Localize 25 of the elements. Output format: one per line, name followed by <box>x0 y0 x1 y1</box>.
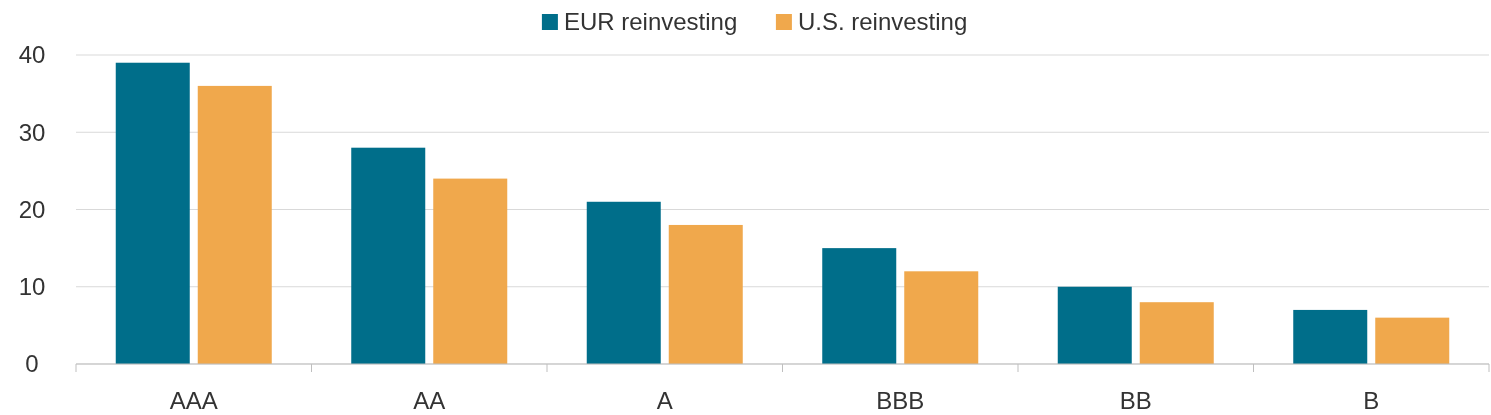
y-tick-label: 10 <box>18 273 46 301</box>
bar <box>351 147 426 364</box>
bar <box>433 178 508 364</box>
y-tick-label: 20 <box>18 195 46 223</box>
y-tick-label: 0 <box>25 350 39 378</box>
x-tick-label: B <box>1363 387 1380 414</box>
bar <box>1057 286 1132 364</box>
bar <box>1139 302 1214 364</box>
bar <box>904 271 979 364</box>
bar <box>668 224 743 364</box>
bar <box>1293 309 1368 364</box>
y-tick-label: 30 <box>18 118 46 146</box>
bar <box>115 62 190 364</box>
y-tick-label: 40 <box>18 41 46 69</box>
bar <box>822 248 897 364</box>
x-tick-label: BB <box>1119 387 1152 414</box>
bar <box>586 201 661 364</box>
legend-label: U.S. reinvesting <box>797 8 968 36</box>
bar <box>1375 317 1450 364</box>
x-tick-label: BBB <box>876 387 925 414</box>
x-tick-label: AAA <box>169 387 218 414</box>
x-tick-label: A <box>656 387 673 414</box>
legend-label: EUR reinvesting <box>563 8 738 36</box>
bar <box>197 85 272 364</box>
x-tick-label: AA <box>413 387 446 414</box>
